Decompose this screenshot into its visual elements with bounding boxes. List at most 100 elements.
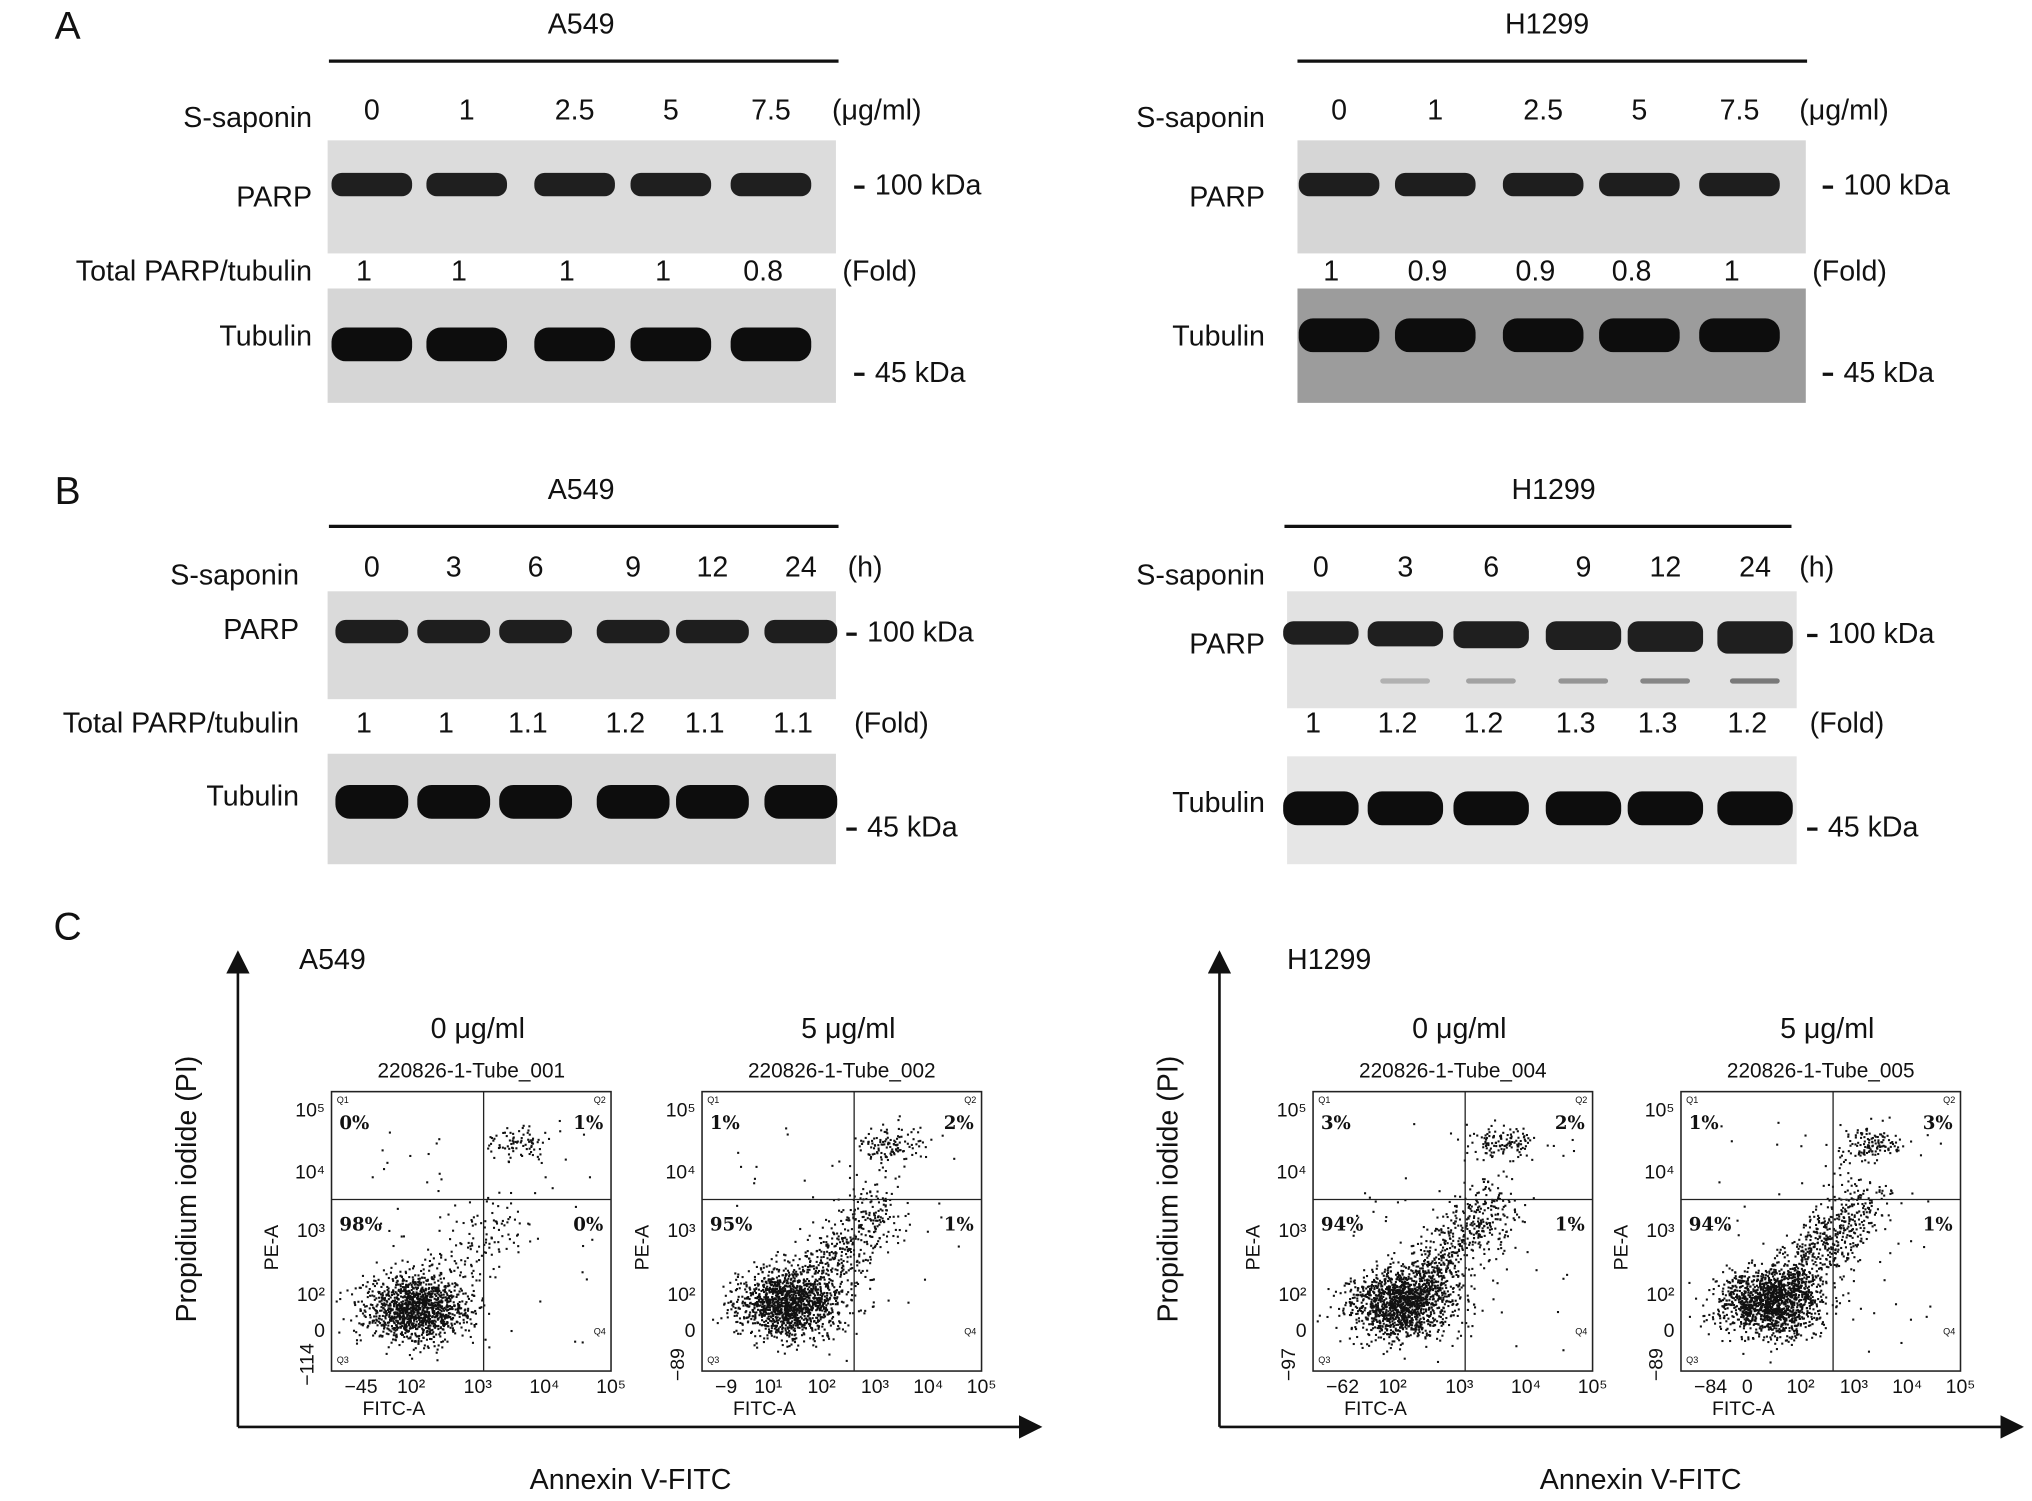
event-dot bbox=[781, 1290, 785, 1293]
event-dot bbox=[779, 1304, 782, 1307]
event-dot bbox=[1384, 1318, 1387, 1321]
event-dot bbox=[1401, 1311, 1404, 1314]
event-dot bbox=[824, 1306, 827, 1309]
event-dot bbox=[1346, 1282, 1349, 1285]
event-dot bbox=[342, 1318, 345, 1321]
marker-label: 45 kDa bbox=[1843, 357, 1934, 389]
event-dot bbox=[1416, 1332, 1420, 1335]
event-dot bbox=[1426, 1294, 1429, 1297]
event-dot bbox=[456, 1311, 459, 1314]
event-dot bbox=[760, 1289, 763, 1293]
event-dot bbox=[802, 1294, 805, 1297]
event-dot bbox=[432, 1322, 435, 1325]
event-dot bbox=[529, 1240, 532, 1243]
event-dot bbox=[884, 1170, 887, 1173]
event-dot bbox=[408, 1327, 411, 1330]
event-dot bbox=[808, 1297, 811, 1300]
event-dot bbox=[878, 1223, 881, 1226]
event-dot bbox=[737, 1283, 740, 1286]
event-dot bbox=[1417, 1299, 1420, 1302]
event-dot bbox=[447, 1300, 450, 1303]
event-dot bbox=[1424, 1270, 1427, 1273]
event-dot bbox=[917, 1131, 920, 1134]
event-dot bbox=[772, 1285, 775, 1288]
event-dot bbox=[754, 1322, 757, 1325]
event-dot bbox=[1474, 1306, 1477, 1309]
event-dot bbox=[788, 1285, 791, 1288]
event-dot bbox=[1389, 1279, 1392, 1283]
event-dot bbox=[787, 1293, 790, 1296]
event-dot bbox=[416, 1301, 419, 1304]
event-dot bbox=[1404, 1311, 1407, 1314]
event-dot bbox=[840, 1266, 843, 1269]
event-dot bbox=[784, 1312, 787, 1315]
event-dot bbox=[454, 1308, 457, 1311]
event-dot bbox=[799, 1299, 802, 1302]
event-dot bbox=[540, 1161, 543, 1165]
event-dot bbox=[786, 1313, 789, 1317]
event-dot bbox=[418, 1317, 421, 1320]
event-dot bbox=[761, 1313, 764, 1316]
event-dot bbox=[386, 1285, 389, 1289]
event-dot bbox=[363, 1309, 366, 1312]
event-dot bbox=[1425, 1334, 1428, 1337]
event-dot bbox=[772, 1319, 775, 1322]
event-dot bbox=[784, 1293, 787, 1296]
event-dot bbox=[879, 1141, 882, 1144]
event-dot bbox=[533, 1148, 536, 1151]
event-dot bbox=[426, 1295, 429, 1298]
fold-unit: (Fold) bbox=[1812, 255, 1887, 287]
event-dot bbox=[776, 1316, 779, 1319]
event-dot bbox=[1356, 1294, 1359, 1297]
event-dot bbox=[390, 1309, 393, 1312]
event-dot bbox=[827, 1335, 830, 1338]
event-dot bbox=[823, 1291, 826, 1294]
event-dot bbox=[761, 1319, 764, 1322]
plot-frame bbox=[701, 1090, 983, 1372]
ratio-label: Total PARP/tubulin bbox=[76, 255, 312, 287]
event-dot bbox=[1364, 1307, 1367, 1310]
event-dot bbox=[780, 1290, 783, 1293]
event-dot bbox=[1388, 1286, 1391, 1290]
event-dot bbox=[799, 1315, 802, 1318]
event-dot bbox=[830, 1227, 833, 1230]
event-dot bbox=[396, 1312, 399, 1315]
unit: (μg/ml) bbox=[1799, 94, 1889, 126]
event-dot bbox=[842, 1259, 845, 1263]
event-dot bbox=[428, 1327, 431, 1330]
event-dot bbox=[508, 1216, 512, 1219]
event-dot bbox=[1380, 1313, 1383, 1317]
event-dot bbox=[753, 1288, 756, 1291]
event-dot bbox=[818, 1325, 821, 1328]
event-dot bbox=[1371, 1302, 1374, 1305]
event-dot bbox=[767, 1302, 770, 1305]
event-dot bbox=[789, 1305, 792, 1308]
event-dot bbox=[1382, 1322, 1385, 1325]
event-dot bbox=[1381, 1325, 1384, 1328]
event-dot bbox=[404, 1272, 408, 1275]
condition: 6 bbox=[528, 552, 544, 584]
event-dot bbox=[1391, 1316, 1394, 1320]
event-dot bbox=[793, 1337, 796, 1340]
event-dot bbox=[373, 1295, 376, 1298]
event-dot bbox=[781, 1274, 784, 1277]
event-dot bbox=[832, 1231, 835, 1234]
event-dot bbox=[783, 1322, 786, 1325]
event-dot bbox=[513, 1218, 516, 1221]
event-dot bbox=[466, 1309, 470, 1312]
event-dot bbox=[834, 1268, 837, 1271]
event-dot bbox=[808, 1264, 811, 1267]
event-dot bbox=[826, 1257, 829, 1260]
event-dot bbox=[781, 1282, 784, 1285]
event-dot bbox=[402, 1321, 405, 1324]
event-dot bbox=[896, 1143, 899, 1146]
event-dot bbox=[786, 1280, 789, 1283]
event-dot bbox=[822, 1240, 825, 1244]
event-dot bbox=[488, 1312, 491, 1315]
parp-membrane bbox=[327, 591, 836, 700]
event-dot bbox=[880, 1129, 883, 1132]
event-dot bbox=[907, 1212, 910, 1215]
event-dot bbox=[400, 1295, 403, 1298]
event-dot bbox=[767, 1274, 770, 1277]
event-dot bbox=[395, 1281, 398, 1284]
